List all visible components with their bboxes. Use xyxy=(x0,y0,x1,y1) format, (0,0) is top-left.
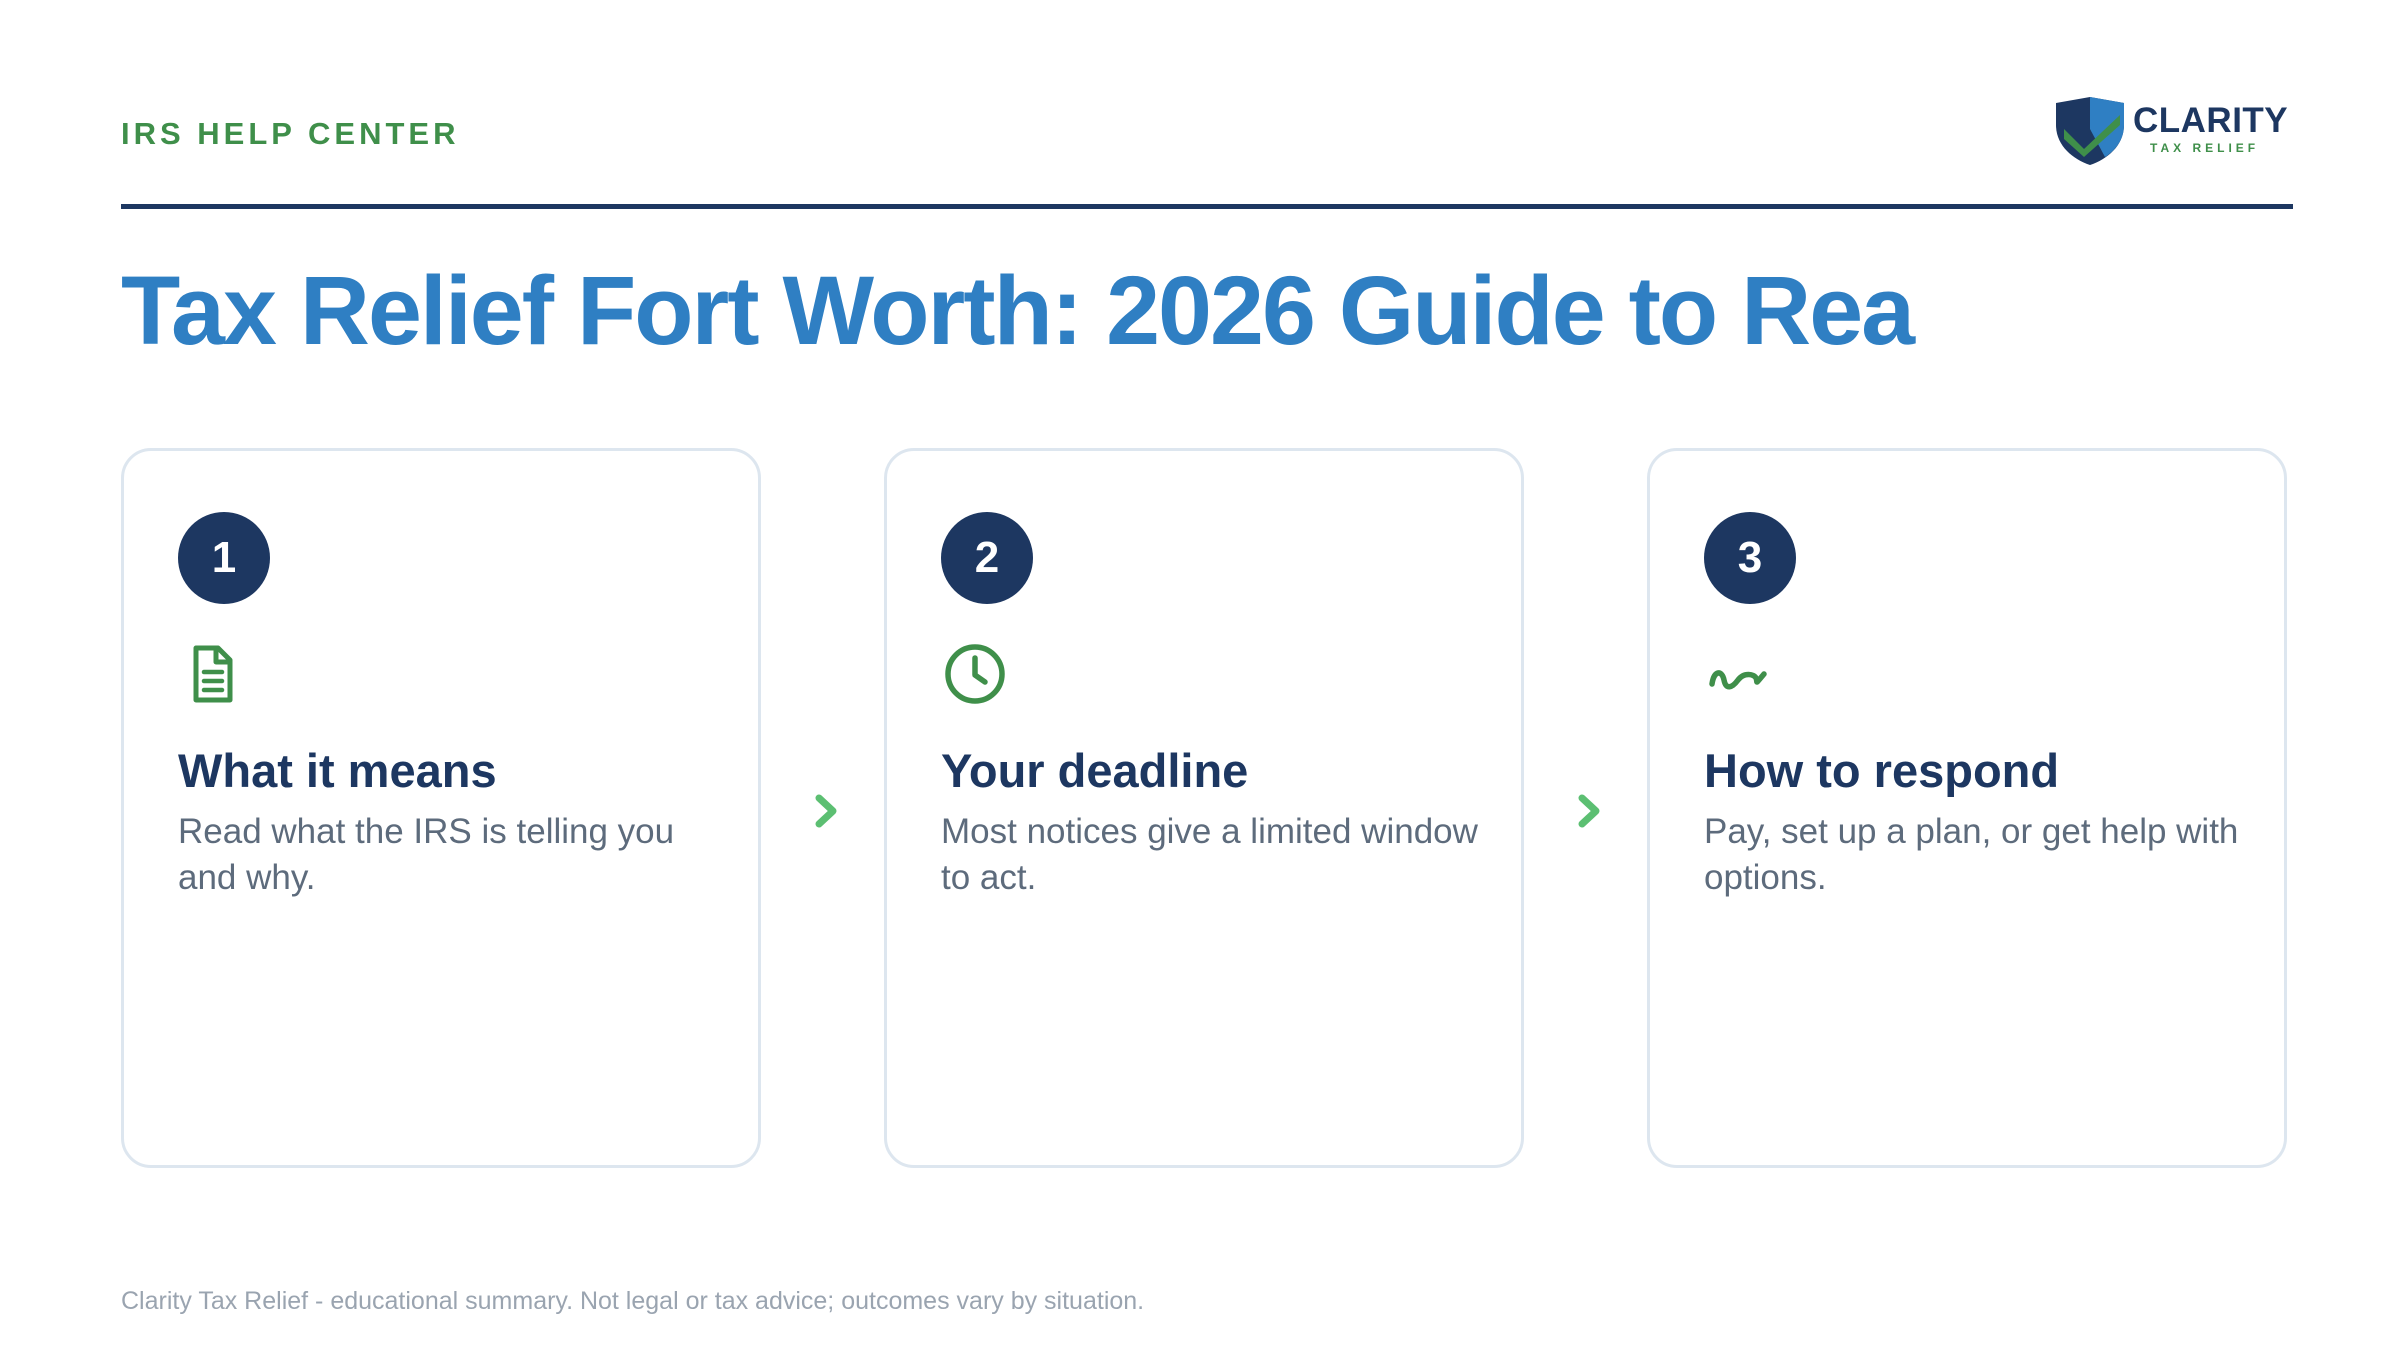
squiggle-icon xyxy=(1709,670,1767,690)
step-card-1: 1 What it means Read what the IRS is tel… xyxy=(121,448,761,1168)
clock-icon xyxy=(945,644,1005,704)
chevron-right-icon xyxy=(1578,794,1600,828)
step-description: Most notices give a limited window to ac… xyxy=(941,812,1478,897)
step-heading: What it means xyxy=(178,744,497,797)
eyebrow-label: IRS HELP CENTER xyxy=(121,116,460,151)
shield-check-icon xyxy=(2056,97,2124,165)
logo-wordmark: CLARITY xyxy=(2133,101,2289,140)
step-description: Read what the IRS is telling you and why… xyxy=(178,812,675,897)
logo-tagline: TAX RELIEF xyxy=(2150,141,2260,155)
disclaimer-footer: Clarity Tax Relief - educational summary… xyxy=(121,1287,1145,1315)
step-number-badge: 3 xyxy=(1704,512,1796,604)
header-divider xyxy=(121,204,2293,209)
step-description: Pay, set up a plan, or get help with opt… xyxy=(1704,812,2239,897)
page-title: Tax Relief Fort Worth: 2026 Guide to Rea xyxy=(121,256,1915,365)
step-number-badge: 2 xyxy=(941,512,1033,604)
step-number-badge: 1 xyxy=(178,512,270,604)
clarity-logo: CLARITY TAX RELIEF xyxy=(2050,95,2290,167)
step-card-2: 2 Your deadline Most notices give a limi… xyxy=(884,448,1524,1168)
document-icon xyxy=(193,645,233,703)
step-heading: Your deadline xyxy=(941,744,1249,797)
step-card-3: 3 How to respond Pay, set up a plan, or … xyxy=(1647,448,2287,1168)
step-heading: How to respond xyxy=(1704,744,2060,797)
chevron-right-icon xyxy=(815,794,837,828)
